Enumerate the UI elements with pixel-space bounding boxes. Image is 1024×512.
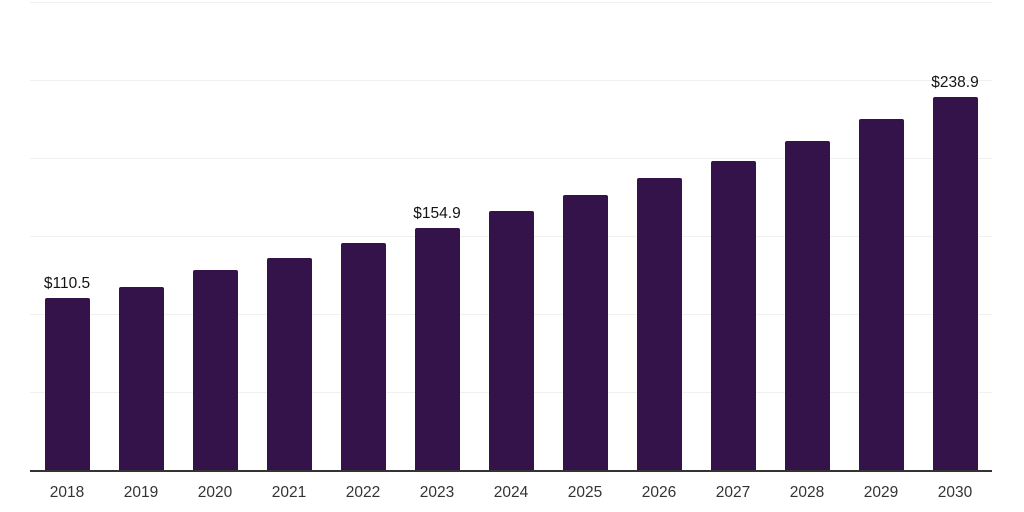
x-tick-label-2026: 2026 — [641, 484, 677, 501]
plot-area: $110.5 $154.9 $238.9 — [30, 2, 992, 472]
bar-2028 — [784, 140, 830, 470]
bar-2020 — [192, 269, 238, 470]
bar-2021 — [266, 258, 312, 470]
x-tick-label-2030: 2030 — [937, 484, 973, 501]
x-tick-label-2020: 2020 — [197, 484, 233, 501]
bar-value-label-2023: $154.9 — [413, 205, 461, 223]
bar-value-label-2018: $110.5 — [43, 274, 91, 292]
gridline — [30, 158, 992, 159]
x-tick-label-2027: 2027 — [715, 484, 751, 501]
bar-2026 — [636, 178, 682, 470]
bar-2030 — [932, 97, 978, 470]
bar-2023 — [414, 228, 460, 470]
x-tick-label-2021: 2021 — [271, 484, 307, 501]
x-tick-label-2025: 2025 — [567, 484, 603, 501]
x-tick-label-2028: 2028 — [789, 484, 825, 501]
x-axis-tick-labels: 2018 2019 2020 2021 2022 2023 2024 2025 2026 2027… — [30, 484, 992, 504]
x-axis-line — [30, 470, 992, 472]
x-tick-label-2029: 2029 — [863, 484, 899, 501]
bar-2018 — [44, 297, 90, 470]
x-tick-label-2019: 2019 — [123, 484, 159, 501]
gridline — [30, 80, 992, 81]
bar-2022 — [340, 242, 386, 470]
gridline — [30, 2, 992, 3]
bar-2024 — [488, 210, 534, 470]
x-tick-label-2024: 2024 — [493, 484, 529, 501]
bar-2019 — [118, 286, 164, 470]
bar-2029 — [858, 118, 904, 470]
bar-value-label-2030: $238.9 — [931, 74, 979, 92]
x-tick-label-2018: 2018 — [49, 484, 85, 501]
bar-2027 — [710, 160, 756, 470]
x-tick-label-2023: 2023 — [419, 484, 455, 501]
bar-2025 — [562, 195, 608, 470]
x-tick-label-2022: 2022 — [345, 484, 381, 501]
